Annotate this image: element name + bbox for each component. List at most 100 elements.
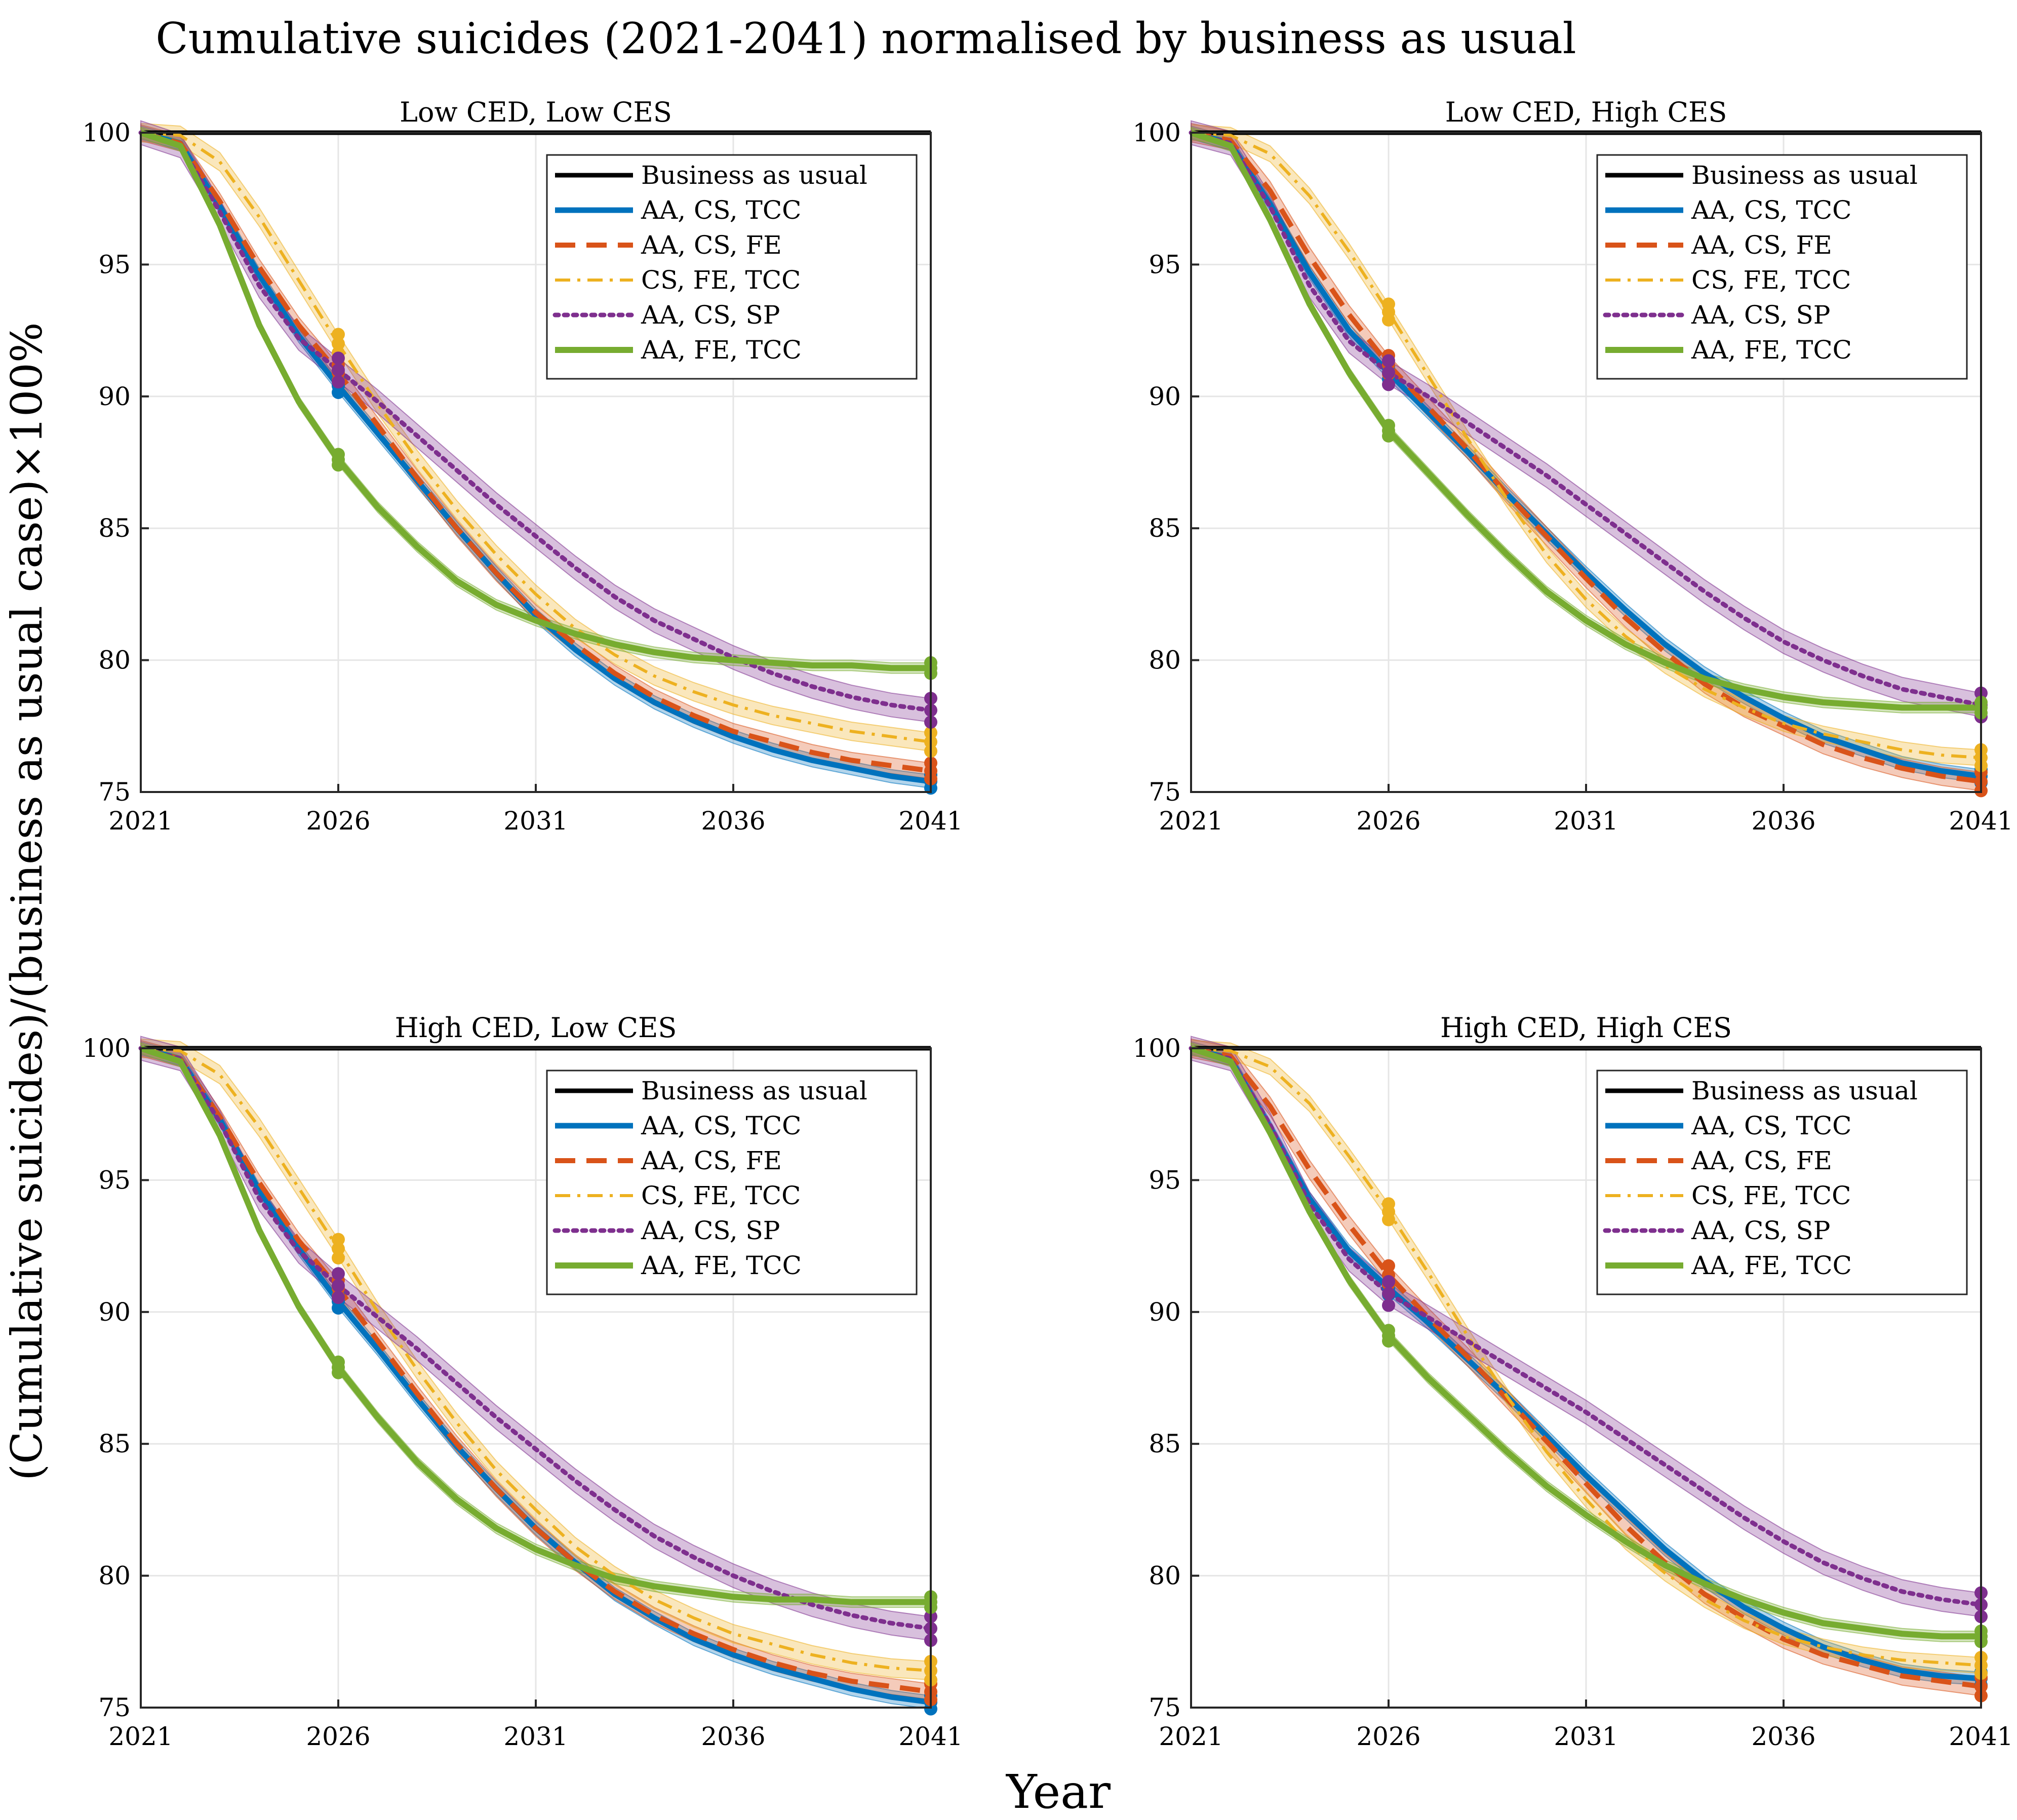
x-tick-label: 2026 — [306, 806, 370, 836]
x-tick-label: 2021 — [108, 806, 173, 836]
panels: 2021 2026 2031 2036 2041 75 80 85 90 95 100 Low CED… — [83, 96, 2013, 1751]
marker-aa-fe-tcc-2026 — [332, 1355, 345, 1369]
legend-label-aa-fe-tcc: AA, FE, TCC — [641, 1251, 802, 1280]
panel-title: Low CED, Low CES — [400, 96, 672, 128]
legend-label-business-as-usual: Business as usual — [1691, 161, 1918, 190]
x-tick-label: 2021 — [108, 1722, 173, 1751]
marker-aa-cs-sp-2026 — [1382, 354, 1395, 368]
x-tick-label: 2036 — [1751, 806, 1815, 836]
panel-2: 2021 2026 2031 2036 2041 75 80 85 90 95 100 Low CED… — [1133, 96, 2013, 836]
x-tick-label: 2036 — [701, 1722, 765, 1751]
panel-title: High CED, High CES — [1440, 1012, 1732, 1044]
marker-cs-fe-tcc-2026 — [332, 328, 345, 341]
marker-aa-fe-tcc-2026 — [332, 448, 345, 461]
y-tick-label: 95 — [98, 250, 131, 279]
legend-label-cs-fe-tcc: CS, FE, TCC — [1691, 1181, 1851, 1210]
series-line-aa-cs-sp — [138, 130, 933, 713]
x-tick-label: 2026 — [1356, 1722, 1420, 1751]
marker-cs-fe-tcc-2026 — [332, 1233, 345, 1246]
panel-4: 2021 2026 2031 2036 2041 75 80 85 90 95 100 High CE… — [1133, 1012, 2013, 1751]
legend-label-aa-cs-tcc: AA, CS, TCC — [1691, 195, 1851, 225]
legend-label-cs-fe-tcc: CS, FE, TCC — [641, 265, 801, 295]
series-line-cs-fe-tcc — [140, 1047, 931, 1673]
y-tick-label: 100 — [1133, 118, 1181, 147]
y-tick-label: 100 — [1133, 1034, 1181, 1063]
y-axis-label: (Cumulative suicides)/(business as usual… — [2, 322, 52, 1480]
series-line-aa-fe-tcc — [140, 130, 931, 671]
legend-label-cs-fe-tcc: CS, FE, TCC — [1691, 265, 1851, 295]
y-tick-label: 75 — [98, 777, 131, 807]
x-tick-label: 2031 — [1554, 1722, 1618, 1751]
figure-title: Cumulative suicides (2021-2041) normalis… — [155, 14, 1576, 63]
panel-3: 2021 2026 2031 2036 2041 75 80 85 90 95 100 High CE… — [83, 1012, 963, 1751]
y-tick-label: 80 — [98, 1561, 131, 1591]
y-tick-label: 90 — [98, 382, 131, 411]
marker-aa-cs-fe-2026 — [1382, 1259, 1395, 1273]
legend-box — [546, 154, 918, 380]
panel-title: Low CED, High CES — [1445, 96, 1727, 128]
y-tick-label: 90 — [1149, 1297, 1181, 1327]
series-line-aa-cs-fe — [1191, 130, 1982, 784]
marker-aa-cs-sp-2026 — [332, 375, 345, 389]
legend-label-aa-cs-sp: AA, CS, SP — [641, 1216, 780, 1245]
series-line-cs-fe-tcc — [1191, 131, 1982, 760]
marker-cs-fe-tcc-2026 — [332, 1251, 345, 1265]
y-tick-label: 75 — [1149, 1693, 1181, 1722]
marker-cs-fe-tcc-2026 — [1382, 297, 1395, 311]
y-tick-label: 75 — [98, 1693, 131, 1722]
marker-aa-cs-sp-2026 — [332, 1291, 345, 1304]
y-tick-label: 90 — [1149, 382, 1181, 411]
x-tick-label: 2031 — [503, 1722, 568, 1751]
legend-label-business-as-usual: Business as usual — [641, 1076, 867, 1105]
legend-label-aa-fe-tcc: AA, FE, TCC — [641, 335, 802, 365]
series-line-aa-cs-fe — [140, 1046, 931, 1694]
y-tick-label: 80 — [98, 646, 131, 675]
legend-label-aa-cs-sp: AA, CS, SP — [1691, 1216, 1830, 1245]
series-line-aa-cs-fe — [1191, 1046, 1982, 1689]
legend-label-cs-fe-tcc: CS, FE, TCC — [641, 1181, 801, 1210]
marker-aa-cs-sp-2026 — [332, 351, 345, 365]
legend-label-business-as-usual: Business as usual — [641, 161, 867, 190]
legend-label-aa-cs-fe: AA, CS, FE — [1691, 1146, 1832, 1175]
y-tick-label: 100 — [83, 118, 131, 147]
legend-label-business-as-usual: Business as usual — [1691, 1076, 1918, 1105]
x-tick-label: 2026 — [306, 1722, 370, 1751]
x-tick-label: 2041 — [898, 806, 963, 836]
y-tick-label: 75 — [1149, 777, 1181, 807]
legend-label-aa-fe-tcc: AA, FE, TCC — [1691, 1251, 1852, 1280]
legend-label-aa-cs-tcc: AA, CS, TCC — [641, 195, 801, 225]
legend-label-aa-fe-tcc: AA, FE, TCC — [1691, 335, 1852, 365]
x-tick-label: 2031 — [1554, 806, 1618, 836]
marker-aa-cs-sp-2026 — [1382, 378, 1395, 391]
series-line-cs-fe-tcc — [140, 131, 931, 744]
legend-label-aa-cs-fe: AA, CS, FE — [641, 1146, 782, 1175]
y-tick-label: 95 — [1149, 1165, 1181, 1195]
series-line-aa-cs-sp — [1189, 1046, 1984, 1607]
legend-box — [1596, 154, 1968, 380]
y-tick-label: 85 — [1149, 1429, 1181, 1458]
panel-title: High CED, Low CES — [395, 1012, 677, 1044]
y-tick-label: 90 — [98, 1297, 131, 1327]
marker-aa-fe-tcc-2026 — [1382, 419, 1395, 432]
y-tick-label: 85 — [98, 1429, 131, 1458]
marker-cs-fe-tcc-2026 — [332, 1242, 345, 1255]
x-axis-label: Year — [1005, 1765, 1111, 1819]
x-tick-label: 2026 — [1356, 806, 1420, 836]
legend: Business as usual AA, CS, TCC AA, CS, FE CS… — [546, 154, 918, 380]
series-line-aa-cs-fe — [140, 130, 931, 774]
series-line-aa-cs-tcc — [1190, 130, 1982, 779]
legend-box — [546, 1070, 918, 1295]
x-tick-label: 2041 — [898, 1722, 963, 1751]
x-tick-label: 2021 — [1159, 1722, 1223, 1751]
series-line-aa-cs-tcc — [1190, 1045, 1982, 1682]
series-line-aa-cs-sp — [1189, 130, 1984, 707]
legend: Business as usual AA, CS, TCC AA, CS, FE CS… — [1596, 1070, 1968, 1295]
y-tick-label: 80 — [1149, 1561, 1181, 1591]
x-tick-label: 2021 — [1159, 806, 1223, 836]
legend-label-aa-cs-sp: AA, CS, SP — [641, 300, 780, 330]
marker-aa-cs-sp-2026 — [1382, 1275, 1395, 1288]
y-tick-label: 85 — [1149, 513, 1181, 543]
legend-label-aa-cs-sp: AA, CS, SP — [1691, 300, 1830, 330]
series-line-cs-fe-tcc — [1191, 1047, 1982, 1667]
x-tick-label: 2041 — [1949, 806, 2013, 836]
